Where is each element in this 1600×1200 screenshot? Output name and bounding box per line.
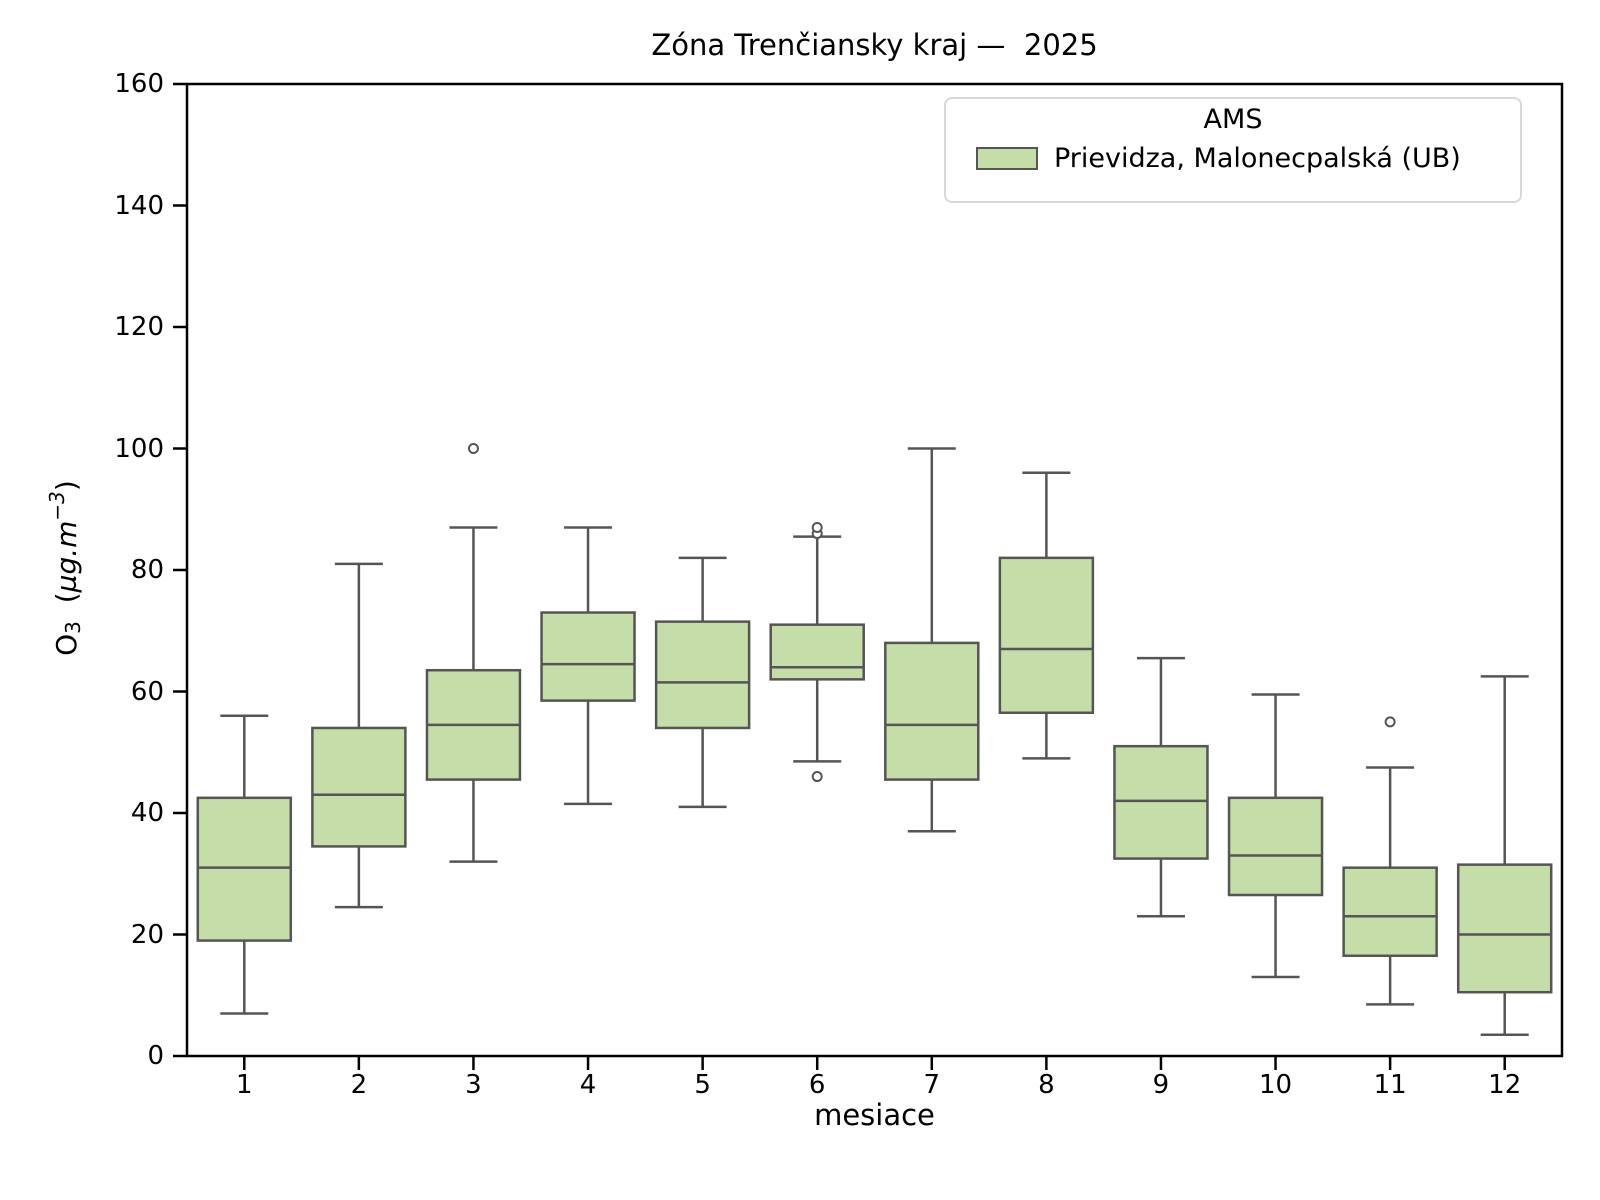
box xyxy=(1113,744,1209,860)
x-tick-label: 9 xyxy=(1152,1070,1170,1100)
box xyxy=(1227,796,1324,897)
box xyxy=(654,620,751,730)
chart-title: Zóna Trenčiansky kraj — 2025 xyxy=(651,28,1098,62)
outlier-point xyxy=(811,771,823,783)
ylabel-superscript: −3 xyxy=(45,491,69,521)
y-tick-label: 0 xyxy=(147,1041,164,1071)
box xyxy=(1456,863,1553,994)
ylabel-post-unit: ) xyxy=(49,480,83,492)
box xyxy=(998,556,1095,715)
x-tick-label: 6 xyxy=(808,1070,826,1100)
legend-entry: Prievidza, Malonecpalská (UB) xyxy=(976,143,1520,174)
x-tick-label: 11 xyxy=(1373,1070,1407,1100)
y-tick-label: 120 xyxy=(114,312,164,342)
box xyxy=(1342,866,1438,958)
outlier-point xyxy=(467,443,479,454)
x-tick-label: 10 xyxy=(1258,1070,1293,1100)
legend-swatch xyxy=(976,147,1038,170)
y-tick-label: 40 xyxy=(130,798,164,828)
box xyxy=(311,726,407,848)
y-tick-label: 20 xyxy=(130,919,164,950)
y-tick-label: 140 xyxy=(114,190,164,221)
ylabel-subscript: 3 xyxy=(61,621,85,634)
y-tick-label: 100 xyxy=(114,433,164,464)
box xyxy=(196,796,293,942)
x-tick-label: 7 xyxy=(923,1070,941,1100)
ylabel-unit: µg.m xyxy=(49,520,83,593)
legend-entry-label: Prievidza, Malonecpalská (UB) xyxy=(1054,143,1461,174)
y-tick-label: 160 xyxy=(114,69,164,99)
ylabel-pre-unit: ( xyxy=(49,592,83,622)
x-axis-label: mesiace xyxy=(814,1098,935,1132)
y-tick-label: 80 xyxy=(130,555,164,585)
legend: AMS Prievidza, Malonecpalská (UB) xyxy=(944,97,1522,203)
x-tick-label: 1 xyxy=(236,1070,253,1100)
x-tick-label: 12 xyxy=(1488,1070,1522,1100)
legend-title: AMS xyxy=(1203,104,1263,135)
y-tick-label: 60 xyxy=(130,676,164,707)
x-tick-label: 5 xyxy=(694,1070,711,1100)
outlier-point xyxy=(1384,716,1396,728)
x-tick-label: 2 xyxy=(350,1070,368,1100)
box xyxy=(769,623,865,681)
ylabel-base: O xyxy=(49,633,83,656)
x-tick-label: 8 xyxy=(1038,1070,1055,1100)
x-tick-label: 3 xyxy=(465,1070,482,1100)
x-tick-label: 4 xyxy=(579,1070,597,1100)
box xyxy=(884,641,980,781)
box xyxy=(540,611,636,702)
outlier-point xyxy=(811,521,823,533)
